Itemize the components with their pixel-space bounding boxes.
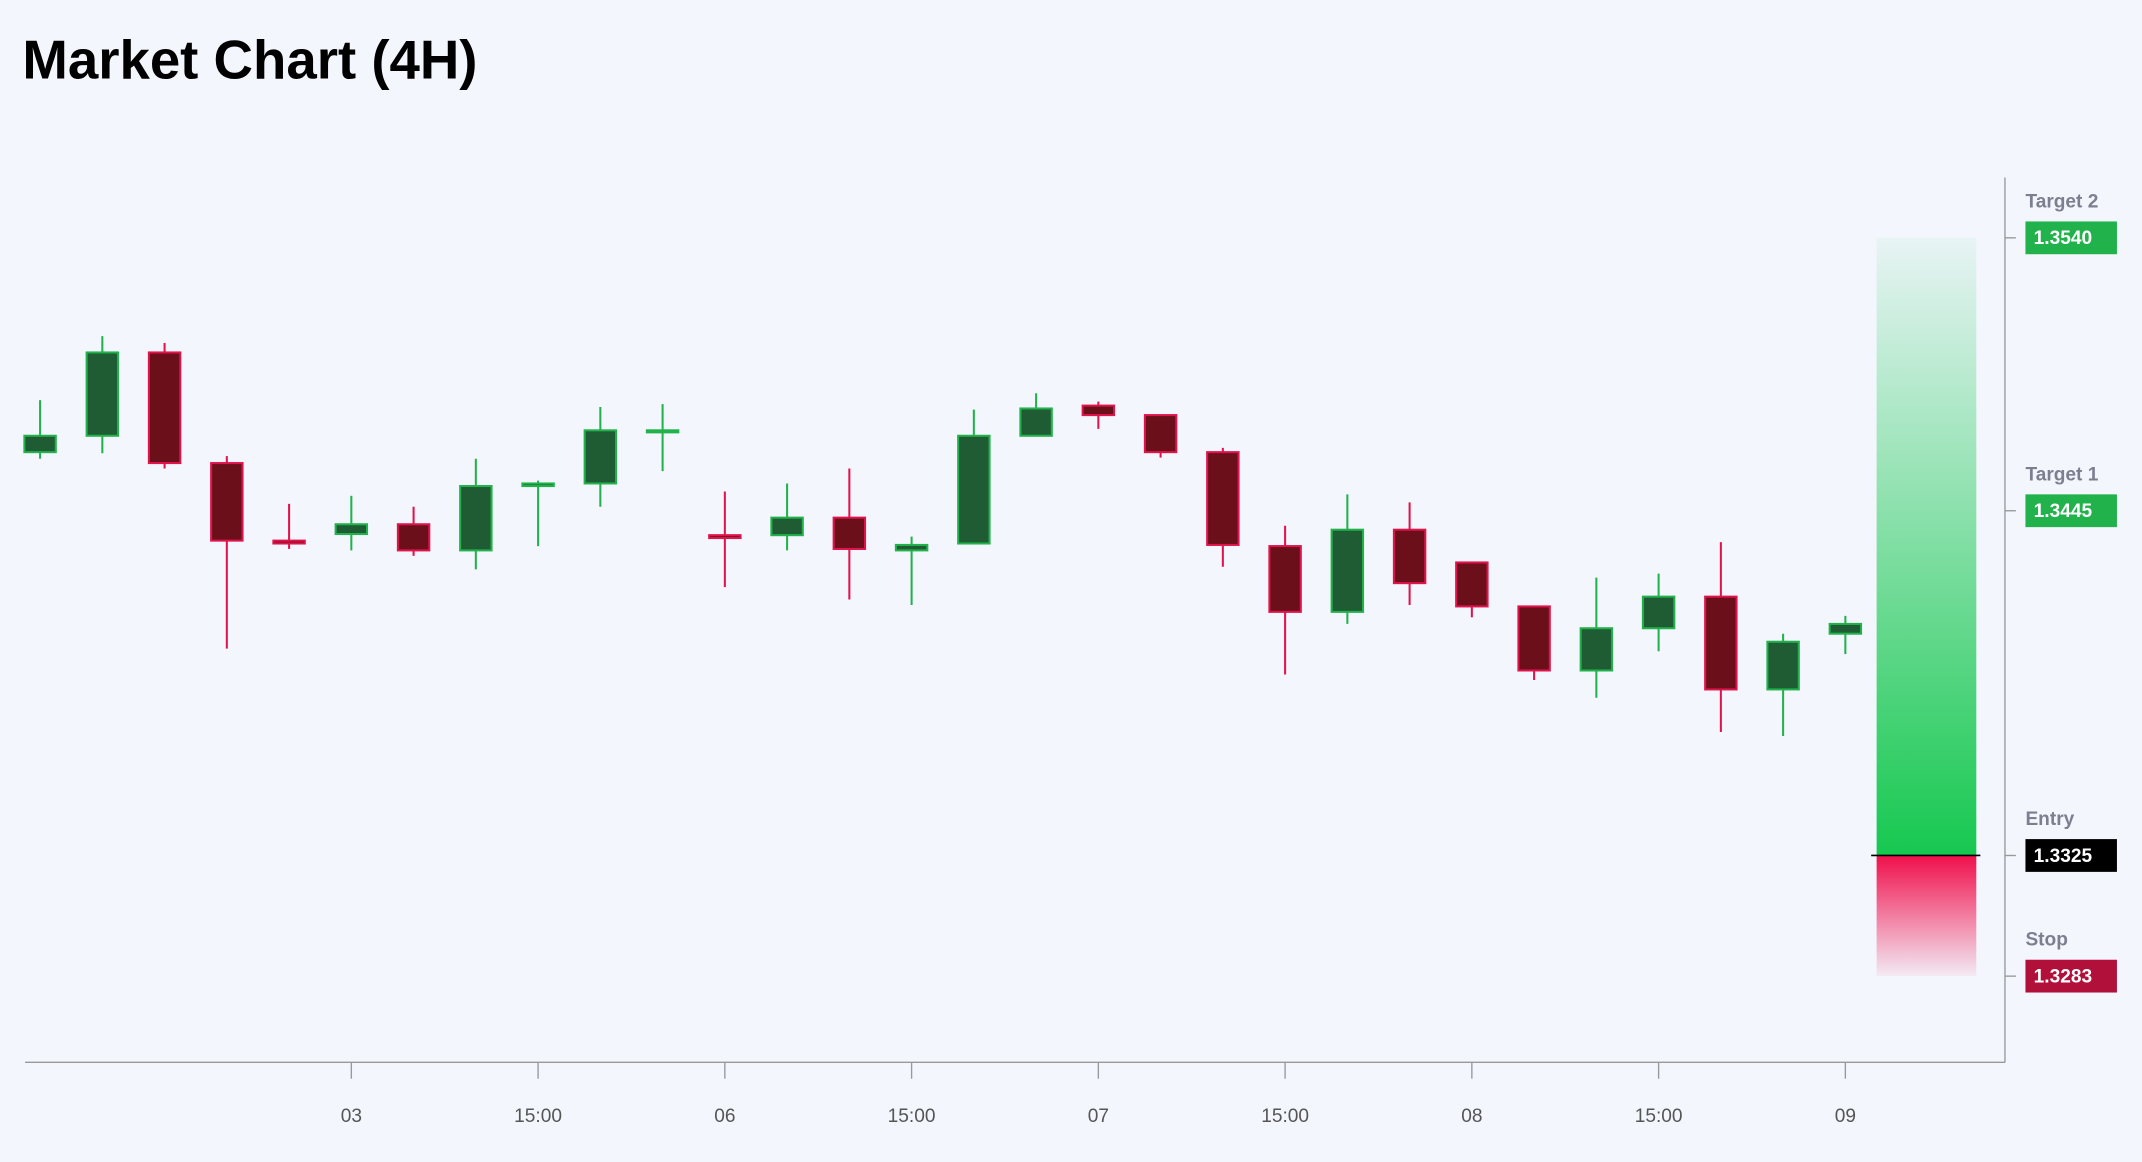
candle-body (1517, 605, 1551, 672)
candle-body (1579, 627, 1614, 672)
x-tick-label: 03 (341, 1106, 362, 1127)
candle-body (770, 516, 804, 537)
candle-body (1641, 595, 1676, 630)
profit-zone (1876, 237, 1977, 856)
candle-body (708, 534, 742, 540)
candle-body (272, 539, 306, 545)
candle-body (1330, 528, 1365, 613)
x-tick-label: 15:00 (514, 1106, 562, 1127)
level-name: Stop (2025, 930, 2067, 951)
level-value: 1.3325 (2034, 846, 2093, 867)
candle-body (645, 429, 680, 434)
candle-body (1268, 545, 1302, 613)
candle-body (396, 523, 431, 552)
candle-body (1766, 640, 1800, 691)
candle-body (521, 482, 555, 488)
level-badge (2025, 959, 2117, 993)
candle-body (23, 434, 57, 454)
candle-body (1392, 528, 1427, 585)
candle-body (1206, 451, 1240, 546)
x-tick-label: 15:00 (1635, 1106, 1683, 1127)
x-tick-label: 06 (714, 1106, 735, 1127)
x-tick-label: 09 (1835, 1106, 1856, 1127)
candle-body (147, 351, 182, 465)
candle-body (1828, 622, 1863, 635)
x-tick-label: 07 (1088, 1106, 1109, 1127)
level-name: Target 1 (2025, 464, 2098, 485)
candle-body (210, 462, 244, 542)
loss-zone (1876, 855, 1977, 977)
level-value: 1.3540 (2034, 228, 2092, 249)
level-value: 1.3445 (2034, 501, 2093, 522)
candle-body (957, 434, 991, 545)
level-name: Entry (2025, 809, 2074, 830)
candle-body (1081, 404, 1116, 417)
candle-body (459, 485, 493, 552)
x-tick-label: 15:00 (1261, 1106, 1309, 1127)
candle-body (85, 351, 120, 437)
chart-title: Market Chart (4H) (22, 30, 477, 91)
candle-body (1019, 407, 1053, 437)
candle-body (832, 516, 867, 550)
x-tick-label: 15:00 (888, 1106, 936, 1127)
x-tick-label: 08 (1461, 1106, 1482, 1127)
candle-body (1704, 595, 1738, 691)
level-name: Target 2 (2025, 191, 2098, 212)
candle-body (334, 523, 369, 536)
level-value: 1.3283 (2034, 967, 2092, 988)
candle-body (1143, 414, 1178, 454)
level-badge (2025, 494, 2117, 528)
candle-body (1455, 561, 1489, 608)
candle-body (894, 543, 929, 552)
level-badge (2025, 839, 2117, 872)
candle-body (583, 429, 618, 485)
level-badge (2025, 221, 2117, 255)
